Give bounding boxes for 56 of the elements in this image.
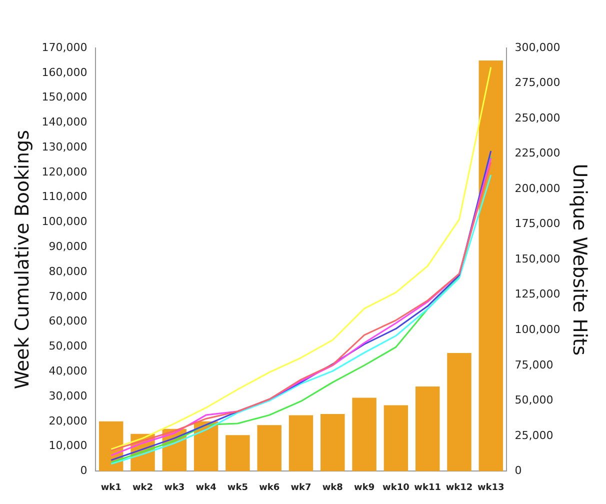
y2-tick-label: 225,000 <box>514 146 560 160</box>
y2-tick-label: 75,000 <box>514 358 554 372</box>
y2-tick-label: 175,000 <box>514 217 560 230</box>
bar <box>226 435 250 472</box>
bar <box>257 425 282 472</box>
y2-tick-label: 300,000 <box>514 40 560 54</box>
y-tick-label: 100,000 <box>42 215 88 228</box>
y-tick-label: 150,000 <box>42 90 88 104</box>
x-tick-label: wk9 <box>354 482 375 493</box>
bar <box>384 405 408 472</box>
bar <box>447 352 472 472</box>
y2-tick-label: 150,000 <box>514 252 560 266</box>
x-tick-label: wk7 <box>290 482 312 493</box>
x-tick-label: wk4 <box>196 482 216 493</box>
y-tick-label: 0 <box>80 464 88 478</box>
y-tick-label: 30,000 <box>48 389 88 402</box>
x-tick-label: wk2 <box>132 482 154 493</box>
x-tick-label: wk12 <box>446 482 473 493</box>
y2-tick-label: 25,000 <box>514 428 554 442</box>
x-tick-label: wk13 <box>477 482 504 493</box>
y-tick-label: 130,000 <box>42 140 88 154</box>
x-tick-label: wk8 <box>322 482 343 493</box>
bar <box>288 415 314 472</box>
y-tick-label: 110,000 <box>42 190 88 204</box>
y2-tick-label: 125,000 <box>514 288 560 301</box>
x-tick-label: wk6 <box>259 482 280 493</box>
x-tick-label: wk10 <box>382 482 410 493</box>
y-tick-label: 70,000 <box>48 290 88 303</box>
y2-tick-label: 275,000 <box>514 76 560 90</box>
x-tick-label: wk3 <box>164 482 185 493</box>
y2-axis-title: Unique Website Hits <box>568 164 591 356</box>
y-axis-title: Week Cumulative Bookings <box>11 130 34 390</box>
x-tick-label: wk5 <box>227 482 248 493</box>
y2-tick-label: 200,000 <box>514 182 560 195</box>
bar <box>320 414 345 472</box>
y-tick-label: 120,000 <box>42 165 88 178</box>
y-tick-label: 60,000 <box>48 314 88 328</box>
x-tick-label: wk1 <box>100 482 122 493</box>
y2-tick-label: 50,000 <box>514 394 554 407</box>
y-tick-label: 80,000 <box>48 264 88 278</box>
y-tick-label: 20,000 <box>48 414 88 428</box>
y2-tick-label: 100,000 <box>514 322 560 336</box>
bar <box>415 386 440 472</box>
y-tick-label: 50,000 <box>48 340 88 353</box>
bar <box>194 421 218 472</box>
x-tick-label: wk11 <box>414 482 442 493</box>
y2-tick-label: 0 <box>514 464 522 478</box>
y-tick-label: 160,000 <box>42 66 88 79</box>
y2-tick-label: 250,000 <box>514 111 560 124</box>
bar <box>352 398 376 472</box>
y-tick-label: 140,000 <box>42 116 88 129</box>
y-tick-label: 10,000 <box>48 439 88 452</box>
y-tick-label: 90,000 <box>48 240 88 254</box>
bar <box>478 60 503 472</box>
y-tick-label: 40,000 <box>48 364 88 378</box>
y-tick-label: 170,000 <box>42 40 88 54</box>
